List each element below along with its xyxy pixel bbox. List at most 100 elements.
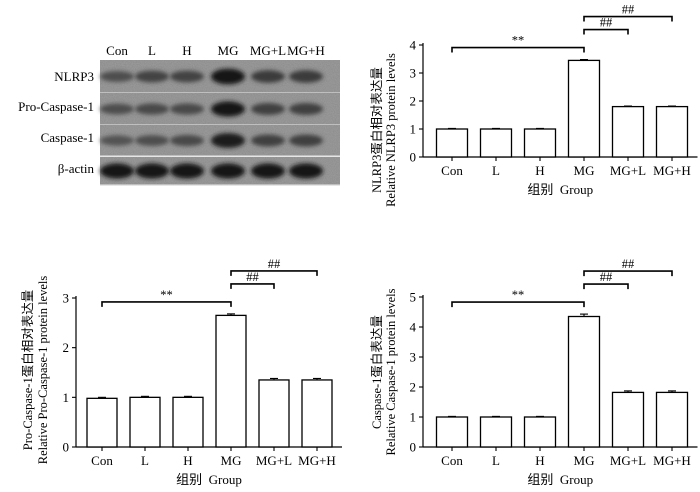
bar (435, 416, 469, 448)
bar (523, 416, 557, 448)
significance-label: ## (246, 270, 259, 284)
x-category-label: MG+L (256, 453, 292, 468)
blot-band (289, 103, 323, 115)
x-axis-label: 组别 Group (176, 472, 242, 487)
y-tick-label: 0 (410, 150, 417, 165)
y-tick-label: 3 (410, 66, 417, 81)
blot-lane-label: MG (218, 43, 239, 58)
y-tick-label: 0 (410, 440, 417, 455)
x-category-label: MG (221, 453, 242, 468)
blot-strip (100, 93, 340, 126)
y-tick-label: 2 (63, 340, 70, 355)
significance-bracket: ## (583, 270, 629, 290)
blot-band (251, 163, 285, 179)
blot-band (289, 134, 323, 147)
bar (567, 315, 601, 448)
x-category-label: MG+H (653, 163, 691, 178)
bar (611, 391, 645, 448)
bar (567, 59, 601, 158)
x-category-label: MG+H (653, 453, 691, 468)
blot-band (289, 70, 323, 83)
bar (611, 105, 645, 158)
blot-lane-label: Con (106, 43, 128, 58)
x-category-label: MG+L (610, 163, 646, 178)
y-tick-label: 1 (410, 122, 417, 137)
significance-bracket: ** (101, 288, 232, 307)
x-category-label: Con (441, 163, 463, 178)
y-axis-label-en: Relative Pro-Caspase-1 protein levels (36, 276, 50, 465)
significance-label: ## (622, 3, 635, 17)
significance-bracket: ## (230, 257, 318, 276)
blot-band (170, 134, 204, 147)
x-category-label: MG (574, 453, 595, 468)
x-category-label: H (183, 453, 192, 468)
x-category-label: L (492, 163, 500, 178)
bar (129, 396, 161, 448)
y-tick-label: 1 (410, 410, 417, 425)
blot-row-label: NLRP3 (54, 69, 94, 84)
bar (435, 128, 469, 158)
bar (655, 391, 689, 448)
y-axis-label-cn: Pro-Caspase-1蛋白相对表达量 (20, 290, 35, 450)
blot-row-labels: NLRP3 Pro-Caspase-1 Caspase-1 β-actin (18, 69, 94, 176)
significance-label: ** (512, 34, 525, 48)
blot-row-label: Pro-Caspase-1 (18, 99, 94, 114)
blot-band (170, 103, 204, 115)
x-axis-label: 组别 Group (527, 472, 593, 487)
bar (215, 314, 247, 448)
x-category-label: MG+H (298, 453, 336, 468)
blot-lane-labels: Con L H MG MG+L MG+H (106, 43, 325, 58)
blot-band (135, 70, 169, 83)
significance-bracket: ## (583, 3, 673, 22)
x-axis-label: 组别 Group (527, 182, 593, 197)
x-category-label: H (535, 453, 544, 468)
bar (479, 416, 513, 448)
x-category-label: H (535, 163, 544, 178)
chart-pro-caspase-1: 0 1 2 3 Con L H MG MG+L MG+H 组别 Group Pro-Caspase-1… (20, 257, 342, 487)
blot-band (135, 135, 169, 146)
blot-lane-label: L (148, 43, 156, 58)
x-category-label: Con (91, 453, 113, 468)
blot-lane-label: H (182, 43, 191, 58)
y-axis-label-en: Relative NLRP3 protein levels (384, 53, 398, 207)
x-category-label: MG (574, 163, 595, 178)
significance-bracket: ## (230, 270, 275, 289)
blot-strip (100, 60, 340, 94)
blot-band (211, 133, 245, 148)
blot-band (251, 103, 285, 115)
significance-bracket: ** (451, 288, 585, 308)
bar (655, 105, 689, 158)
blot-strip (100, 157, 340, 186)
blot-band (211, 101, 245, 117)
western-blot-panel: Con L H MG MG+L MG+H NLRP3 Pro-Caspase-1 Caspas… (18, 43, 340, 186)
significance-label: ## (622, 257, 635, 271)
bar (479, 128, 513, 158)
significance-label: ** (160, 288, 173, 302)
blot-band (211, 163, 245, 179)
blot-band (170, 163, 204, 179)
y-tick-label: 5 (410, 290, 417, 305)
bar (172, 396, 204, 448)
bar (523, 128, 557, 158)
blot-strips (100, 60, 340, 186)
y-tick-label: 0 (63, 440, 70, 455)
y-tick-label: 4 (410, 320, 417, 335)
y-axis-label-cn: NLRP3蛋白相对表达量 (369, 67, 384, 193)
significance-bracket: ## (583, 257, 673, 277)
bar (258, 379, 290, 448)
x-category-label: L (141, 453, 149, 468)
x-category-label: MG+L (610, 453, 646, 468)
y-tick-label: 2 (410, 380, 417, 395)
chart-caspase-1: 0 1 2 3 4 5 Con L H MG MG+L MG+H 组别 Group Caspase-1蛋白… (369, 257, 698, 487)
blot-band (289, 163, 323, 179)
blot-row-label: Caspase-1 (41, 130, 94, 145)
y-tick-label: 1 (63, 390, 70, 405)
y-tick-label: 3 (63, 291, 70, 306)
y-axis-label-en: Relative Caspase-1 protein levels (384, 288, 398, 455)
blot-band (211, 68, 245, 85)
significance-label: ## (600, 270, 613, 284)
significance-label: ## (600, 16, 613, 30)
y-axis-label-cn: Caspase-1蛋白表达量 (369, 315, 384, 429)
blot-band (100, 71, 134, 82)
